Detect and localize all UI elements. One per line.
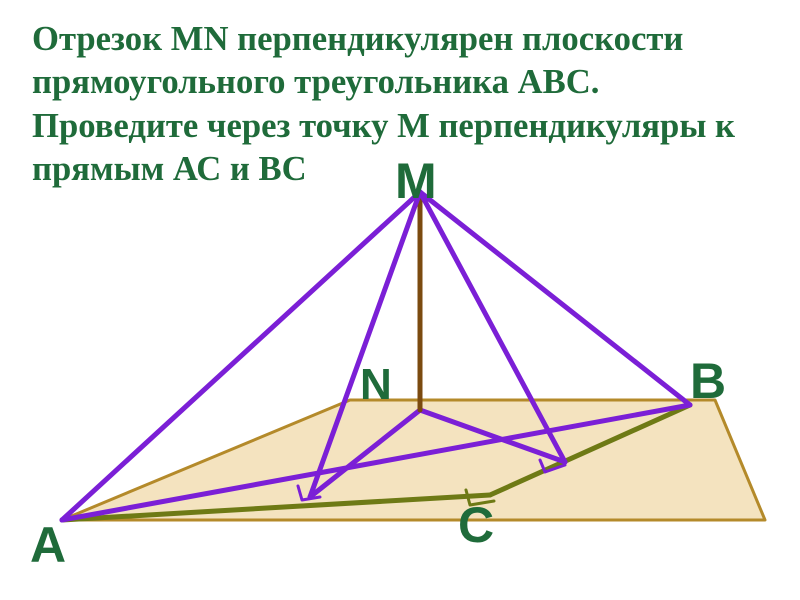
label-M: М (395, 152, 437, 210)
label-A: А (30, 516, 66, 574)
label-C: С (458, 496, 494, 554)
label-N: N (360, 360, 392, 410)
label-B: В (690, 352, 726, 410)
stage: Отрезок MN перпендикулярен плоскости пря… (0, 0, 800, 600)
